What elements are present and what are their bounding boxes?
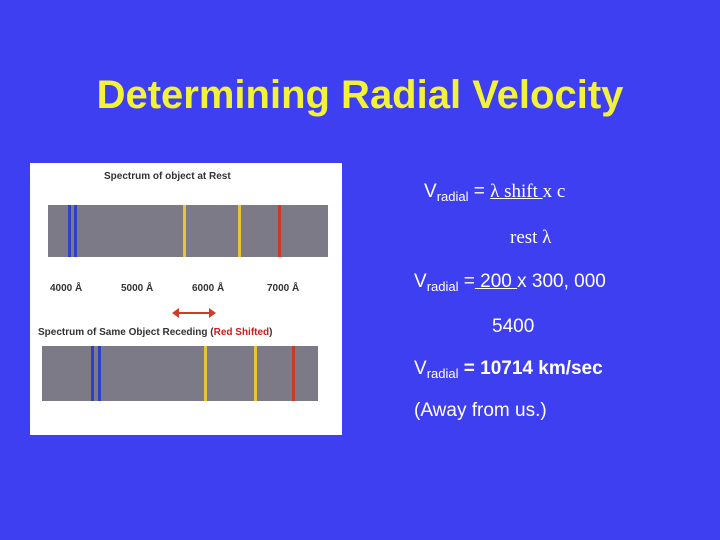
rest-line-red <box>278 205 281 257</box>
rest-line-yellow-1 <box>183 205 186 257</box>
page-title: Determining Radial Velocity <box>96 73 624 117</box>
caption-red-shifted: Red Shifted <box>213 327 270 338</box>
equation-line-4: 5400 <box>492 316 535 337</box>
rest-line-yellow-2 <box>238 205 241 257</box>
equation-line-5: Vradial = 10714 km/sec <box>414 358 603 381</box>
receding-line-blue-1 <box>91 346 94 401</box>
wavelength-4000: 4000 Å <box>50 283 83 294</box>
receding-spectrum-band <box>42 346 318 401</box>
equation-line-3: Vradial = 200 x 300, 000 <box>414 271 606 294</box>
rest-spectrum <box>48 205 328 257</box>
receding-spectrum <box>42 346 318 401</box>
receding-line-yellow-2 <box>254 346 257 401</box>
receding-line-yellow-1 <box>204 346 207 401</box>
rest-line-blue-2 <box>74 205 77 257</box>
shift-arrow-icon <box>172 308 216 318</box>
caption-rest: Spectrum of object at Rest <box>104 171 231 182</box>
equation-line-2: rest λ <box>510 227 552 248</box>
equation-line-6: (Away from us.) <box>414 400 547 421</box>
rest-line-blue-1 <box>68 205 71 257</box>
equation-line-1: Vradial = λ shift x c <box>424 181 566 204</box>
spectrum-figure: Spectrum of object at Rest 4000 Å 5000 Å… <box>30 163 342 435</box>
wavelength-6000: 6000 Å <box>192 283 225 294</box>
receding-line-red <box>292 346 295 401</box>
wavelength-7000: 7000 Å <box>267 283 300 294</box>
wavelength-5000: 5000 Å <box>121 283 154 294</box>
rest-spectrum-band <box>48 205 328 257</box>
caption-receding: Spectrum of Same Object Receding (Red Sh… <box>38 327 273 338</box>
receding-line-blue-2 <box>98 346 101 401</box>
